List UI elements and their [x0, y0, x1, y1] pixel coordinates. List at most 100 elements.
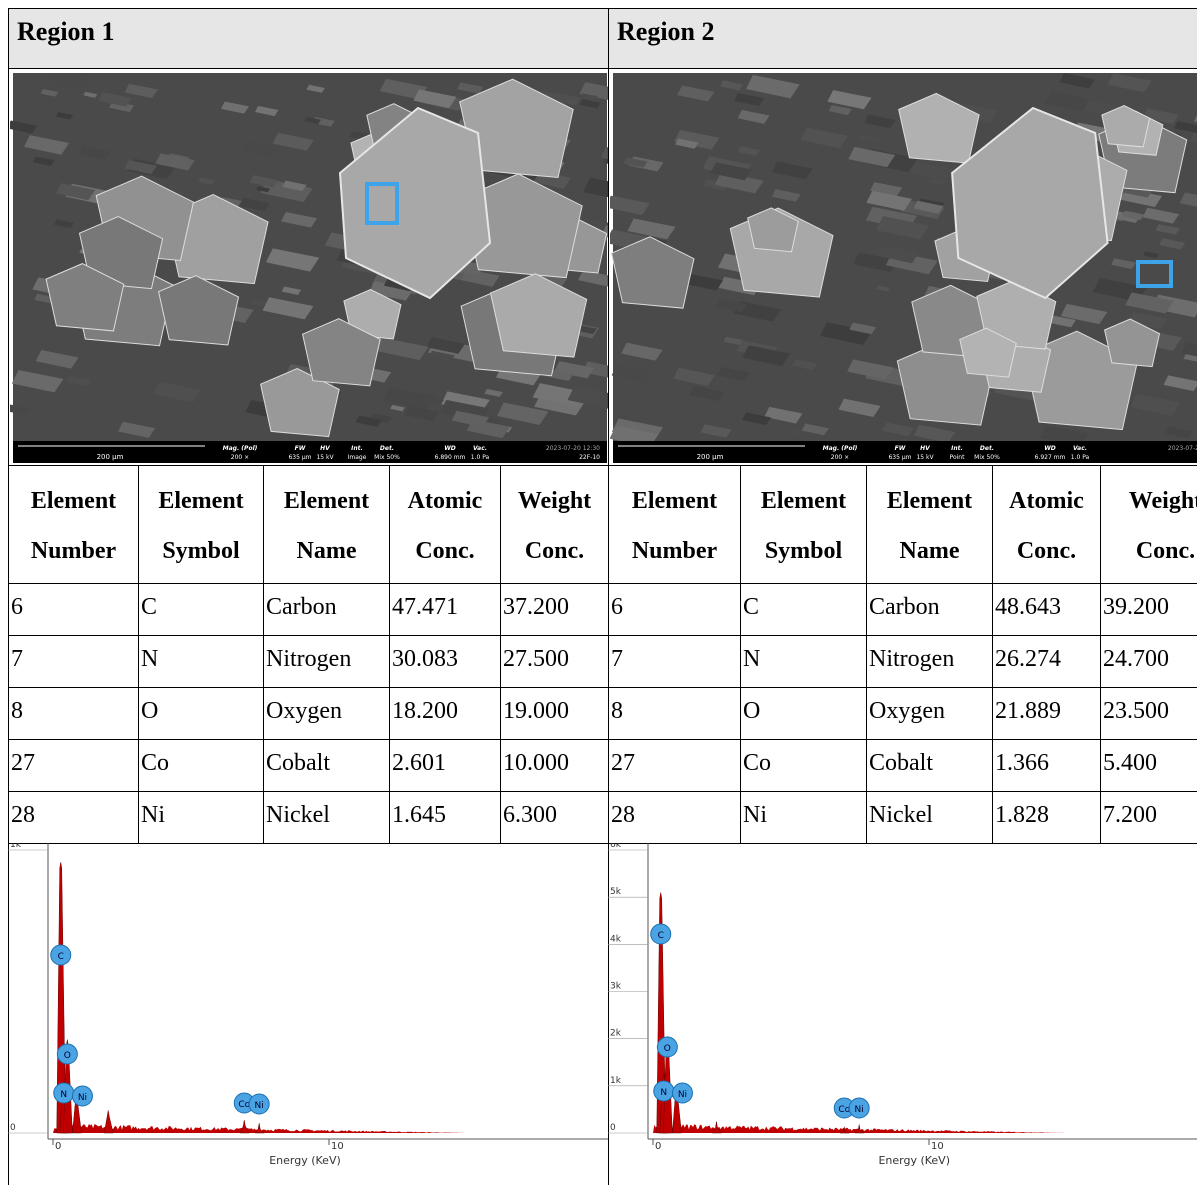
info-value: 200 × — [231, 454, 249, 461]
peak — [255, 1123, 264, 1133]
peak-label: Ni — [678, 1090, 687, 1100]
peak — [240, 1120, 249, 1133]
info-label: FW — [895, 445, 906, 452]
table-cell: 6 — [608, 583, 741, 636]
y-tick-label: 0 — [610, 1123, 616, 1133]
table-cell: 1.828 — [992, 791, 1101, 844]
info-value: 1.0 Pa — [471, 454, 490, 461]
table-cell: 23.500 — [1100, 687, 1197, 740]
table-cell: 19.000 — [500, 687, 609, 740]
x-tick-label: 10 — [931, 1141, 944, 1152]
info-label: WD — [444, 445, 456, 452]
info-value: 6.890 mm — [435, 454, 466, 461]
column-header: ElementSymbol — [138, 465, 264, 584]
y-tick-label: 5k — [610, 887, 622, 897]
table-cell: N — [138, 635, 264, 688]
x-axis-label: Energy (KeV) — [878, 1154, 950, 1167]
header-line: Number — [9, 526, 138, 576]
table-cell: 30.083 — [389, 635, 501, 688]
table-cell: Cobalt — [263, 739, 390, 792]
info-label: Vac. — [1073, 445, 1087, 452]
table-cell: Carbon — [263, 583, 390, 636]
column-header: ElementNumber — [8, 465, 139, 584]
column-header: ElementName — [263, 465, 390, 584]
table-cell: 2.601 — [389, 739, 501, 792]
table-cell: Oxygen — [263, 687, 390, 740]
header-line: Symbol — [139, 526, 263, 576]
region-title: Region 2 — [608, 8, 1197, 69]
y-tick-label: 2k — [610, 1029, 622, 1039]
table-cell: Ni — [138, 791, 264, 844]
header-line: Conc. — [390, 526, 500, 576]
table-cell: 39.200 — [1100, 583, 1197, 636]
info-label: FW — [295, 445, 306, 452]
table-cell: Nickel — [866, 791, 993, 844]
y-tick-label: 4k — [610, 934, 622, 944]
y-tick-label: 3k — [610, 982, 622, 992]
peak-label: N — [60, 1090, 67, 1100]
info-value: 15 kV — [916, 454, 934, 461]
table-cell: 1.645 — [389, 791, 501, 844]
peak-label: O — [64, 1051, 71, 1061]
info-label: Int. — [351, 445, 363, 452]
info-label: HV — [920, 445, 931, 452]
peak-label: Ni — [78, 1093, 87, 1103]
header-line: Element — [609, 476, 740, 526]
page: Region 1200 µmMag. (Pol)200 ×FW635 µmHV1… — [0, 0, 1197, 1185]
info-value: 6.927 mm — [1035, 454, 1066, 461]
info-value: 1.0 Pa — [1071, 454, 1090, 461]
header-line: Name — [867, 526, 992, 576]
y-tick-label: 0 — [10, 1123, 16, 1133]
column-header: ElementName — [866, 465, 993, 584]
timestamp: 2023-07-20 12:30 — [546, 445, 600, 452]
header-line: Element — [264, 476, 389, 526]
info-value: Mix 50% — [374, 454, 400, 461]
info-value: 15 kV — [316, 454, 334, 461]
column-header: WeightConc. — [500, 465, 609, 584]
table-cell: 8 — [8, 687, 139, 740]
info-label: Int. — [951, 445, 963, 452]
table-cell: C — [740, 583, 867, 636]
table-cell: 28 — [608, 791, 741, 844]
column-header: ElementSymbol — [740, 465, 867, 584]
header-line: Conc. — [993, 526, 1100, 576]
table-cell: O — [740, 687, 867, 740]
column-header: AtomicConc. — [389, 465, 501, 584]
spectrum-cell: 01k010Energy (KeV)CONNiCoNi — [8, 843, 609, 1185]
y-tick-label: 1k — [610, 1076, 622, 1086]
header-line: Atomic — [390, 476, 500, 526]
info-label: Mag. (Pol) — [223, 445, 258, 452]
peak-label: Ni — [255, 1101, 264, 1111]
info-label: Det. — [980, 445, 994, 452]
table-cell: 27.500 — [500, 635, 609, 688]
table-cell: Oxygen — [866, 687, 993, 740]
info-label: Vac. — [473, 445, 487, 452]
table-cell: 6.300 — [500, 791, 609, 844]
table-cell: 10.000 — [500, 739, 609, 792]
table-cell: O — [138, 687, 264, 740]
x-tick-label: 10 — [331, 1141, 344, 1152]
peak-label: Ni — [855, 1105, 864, 1115]
header-line: Element — [139, 476, 263, 526]
table-cell: 1.366 — [992, 739, 1101, 792]
y-tick-label: 1k — [10, 843, 22, 850]
info-value: 200 × — [831, 454, 849, 461]
header-line: Element — [741, 476, 866, 526]
table-cell: Co — [740, 739, 867, 792]
header-line: Atomic — [993, 476, 1100, 526]
x-tick-label: 0 — [655, 1141, 661, 1152]
spectrum: 01k2k3k4k5k6k010Energy (KeV)CONNiCoNi — [608, 843, 1197, 1185]
peak-label: O — [664, 1044, 671, 1054]
info-value: 635 µm — [288, 454, 311, 461]
table-cell: 27 — [8, 739, 139, 792]
info-value: Image — [348, 454, 367, 461]
scale-bar-label: 200 µm — [97, 453, 124, 461]
header-line: Weight — [501, 476, 608, 526]
table-cell: 27 — [608, 739, 741, 792]
table-cell: 18.200 — [389, 687, 501, 740]
table-cell: Nickel — [263, 791, 390, 844]
table-cell: C — [138, 583, 264, 636]
